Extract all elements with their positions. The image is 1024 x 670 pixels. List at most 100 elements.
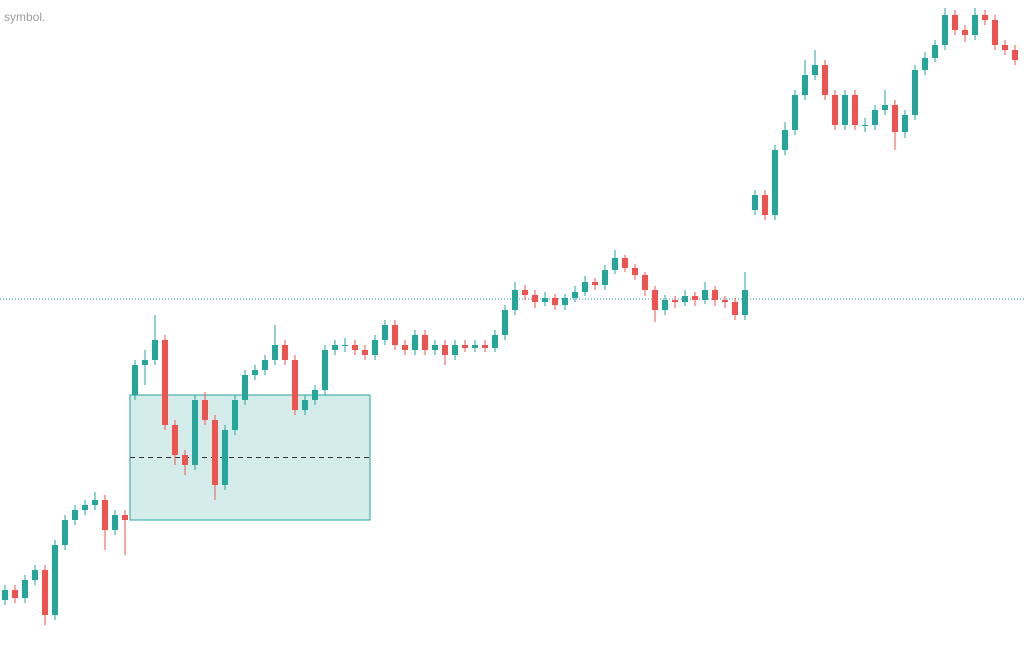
candle-body <box>12 590 18 598</box>
candle-body <box>52 545 58 615</box>
candle-body <box>262 360 268 370</box>
candle-body <box>642 275 648 290</box>
candle-body <box>522 290 528 295</box>
candle-body <box>462 345 468 348</box>
candle-body <box>62 520 68 545</box>
candle-body <box>102 500 108 530</box>
candle-body <box>362 350 368 355</box>
candle-body <box>132 365 138 395</box>
candle-body <box>702 290 708 300</box>
candle-body <box>932 45 938 58</box>
candle-body <box>692 296 698 300</box>
candle-body <box>2 590 8 600</box>
candle-body <box>372 340 378 355</box>
candle-body <box>1002 45 1008 50</box>
candle-body <box>542 298 548 302</box>
candle-body <box>742 290 748 315</box>
candle-body <box>252 370 258 375</box>
candle-body <box>592 282 598 285</box>
candle-body <box>922 58 928 70</box>
candle-body <box>392 325 398 345</box>
candle-body <box>222 430 228 485</box>
candle-body <box>752 195 758 210</box>
candle-body <box>292 360 298 410</box>
candle-body <box>422 335 428 350</box>
candle-body <box>382 325 388 340</box>
candle-body <box>192 400 198 465</box>
candle-body <box>502 310 508 335</box>
candle-body <box>332 345 338 350</box>
candle-body <box>442 345 448 355</box>
candle-body <box>122 515 128 520</box>
candle-body <box>482 345 488 348</box>
candle-body <box>412 335 418 350</box>
candle-body <box>532 295 538 302</box>
candle-body <box>272 345 278 360</box>
candle-body <box>792 95 798 130</box>
candle-body <box>832 95 838 125</box>
candle-body <box>302 400 308 410</box>
candle-body <box>682 296 688 302</box>
candle-body <box>322 350 328 390</box>
candle-body <box>912 70 918 115</box>
candle-body <box>822 65 828 95</box>
candle-body <box>772 150 778 215</box>
candle-body <box>852 95 858 125</box>
candle-body <box>662 300 668 310</box>
candle-body <box>32 570 38 580</box>
candle-body <box>512 290 518 310</box>
candle-body <box>952 15 958 30</box>
candle-body <box>892 105 898 132</box>
candle-body <box>472 345 478 348</box>
candle-body <box>152 340 158 360</box>
candle-body <box>342 345 348 346</box>
candle-body <box>212 420 218 485</box>
candle-body <box>882 105 888 110</box>
candle-body <box>142 360 148 365</box>
candle-body <box>732 302 738 315</box>
candle-body <box>82 505 88 510</box>
symbol-label: symbol. <box>4 10 45 24</box>
candle-body <box>812 65 818 75</box>
candle-body <box>902 115 908 132</box>
candle-body <box>352 345 358 350</box>
candle-body <box>232 400 238 430</box>
candle-body <box>242 375 248 400</box>
candle-body <box>452 345 458 355</box>
candle-body <box>492 335 498 348</box>
candle-body <box>72 510 78 520</box>
candle-body <box>842 95 848 125</box>
candle-body <box>722 300 728 302</box>
candle-body <box>862 125 868 126</box>
candle-body <box>572 292 578 298</box>
candle-body <box>622 258 628 268</box>
candle-body <box>972 15 978 35</box>
candle-body <box>162 340 168 425</box>
candle-body <box>282 345 288 360</box>
candle-body <box>172 425 178 455</box>
candle-body <box>802 75 808 95</box>
candle-body <box>982 15 988 20</box>
candle-body <box>112 515 118 530</box>
candle-body <box>582 282 588 292</box>
candle-body <box>42 570 48 615</box>
candle-body <box>632 268 638 275</box>
candle-body <box>762 195 768 215</box>
candle-body <box>612 258 618 270</box>
candle-body <box>562 298 568 305</box>
candle-body <box>92 500 98 505</box>
candle-body <box>432 345 438 350</box>
candle-body <box>202 400 208 420</box>
candle-body <box>962 30 968 35</box>
candle-body <box>672 300 678 302</box>
candle-body <box>402 345 408 350</box>
candle-body <box>712 290 718 300</box>
candle-body <box>872 110 878 125</box>
candle-body <box>652 290 658 310</box>
candle-body <box>312 390 318 400</box>
candle-body <box>552 298 558 305</box>
candle-body <box>782 130 788 150</box>
candle-body <box>942 15 948 45</box>
